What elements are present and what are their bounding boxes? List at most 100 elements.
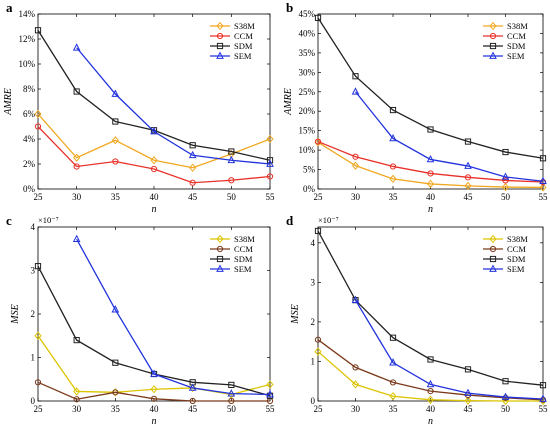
data-point-sem: [111, 305, 120, 313]
x-tick-label: 50: [227, 192, 237, 202]
data-point-ccm: [228, 397, 235, 405]
data-point-sdm: [189, 142, 196, 149]
data-point-sdm: [427, 126, 434, 133]
data-point-sem: [111, 89, 120, 97]
x-tick-label: 55: [539, 404, 549, 414]
data-point-ccm: [112, 158, 119, 165]
y-tick-label: 2: [31, 309, 36, 319]
data-point-sdm: [502, 378, 509, 385]
y-axis-label: AMRE: [3, 88, 14, 116]
y-tick-label: 4: [311, 238, 316, 248]
panel-label: b: [286, 0, 293, 15]
y-tick-label: 8%: [23, 84, 36, 94]
series-ccm: [34, 379, 274, 405]
data-point-ccm: [73, 163, 80, 170]
x-tick-label: 45: [188, 404, 198, 414]
data-point-ccm: [73, 396, 80, 403]
series-sdm: [34, 27, 274, 164]
series-line-sem: [354, 91, 544, 182]
data-point-s38m: [266, 134, 274, 144]
data-point-ccm: [112, 389, 119, 396]
series-line-sem: [354, 299, 544, 400]
x-tick-label: 25: [314, 404, 324, 414]
data-point-s38m: [150, 385, 158, 394]
legend-entry: CCM: [507, 244, 526, 254]
data-point-sem: [266, 389, 274, 398]
data-point-sdm: [389, 106, 397, 114]
data-point-ccm: [150, 165, 158, 173]
x-tick-label: 35: [389, 404, 399, 414]
data-point-sdm: [464, 366, 472, 373]
y-tick-label: 4: [31, 222, 36, 232]
x-axis-label: n: [428, 416, 433, 427]
y-tick-label: 25%: [299, 87, 316, 97]
y-tick-label: 0: [311, 396, 316, 406]
y-tick-label: 14%: [19, 9, 36, 19]
x-tick-label: 35: [111, 192, 121, 202]
x-tick-label: 45: [464, 404, 474, 414]
data-point-sdm: [266, 157, 274, 164]
legend-entry: S38M: [507, 21, 528, 31]
data-point-sem: [501, 392, 510, 400]
data-point-s38m: [314, 347, 322, 356]
data-point-sdm: [352, 73, 359, 80]
data-point-ccm: [389, 379, 397, 386]
data-point-sdm: [228, 381, 235, 389]
legend-marker: [489, 32, 497, 40]
series-ccm: [314, 336, 547, 403]
data-point-sem: [72, 43, 81, 51]
data-point-s38m: [464, 396, 472, 405]
legend-marker: [216, 51, 224, 59]
legend-entry: SDM: [507, 254, 526, 264]
data-point-sdm: [464, 138, 472, 145]
series-s38m: [34, 331, 274, 399]
data-point-ccm: [427, 170, 434, 177]
data-point-s38m: [426, 179, 435, 189]
x-tick-label: 55: [266, 404, 276, 414]
x-tick-label: 30: [72, 192, 82, 202]
data-point-sdm: [314, 14, 322, 21]
x-axis-label: n: [428, 204, 433, 215]
y-tick-label: 12%: [19, 34, 36, 44]
legend-marker: [216, 32, 224, 40]
y-axis-label: MSE: [290, 304, 301, 324]
legend-entry: SDM: [234, 41, 253, 51]
series-line-s38m: [37, 335, 271, 396]
x-tick-label: 40: [426, 404, 436, 414]
panel-b: b 25 30 35 40 45 50 55 0% 5% 10% 15% 20% 25% 30% 35% 40%…: [283, 0, 548, 215]
panel-d: d 25 30 35 40 45 50 55 0 1 2 3 4 ×10⁻⁷ n MSE S38MCCMSDMS…: [286, 213, 548, 427]
series-line-sem: [76, 238, 271, 396]
data-point-s38m: [501, 182, 510, 192]
data-point-ccm: [314, 138, 322, 145]
data-point-sem: [464, 161, 472, 169]
data-point-s38m: [34, 331, 42, 340]
data-point-ccm: [352, 153, 359, 160]
legend-entry: S38M: [234, 234, 255, 244]
x-tick-label: 25: [314, 192, 324, 202]
x-tick-label: 40: [426, 192, 436, 202]
y-tick-label: 3: [31, 266, 36, 276]
x-tick-label: 55: [539, 192, 549, 202]
data-point-s38m: [73, 387, 81, 396]
data-point-s38m: [111, 136, 119, 145]
y-tick-label: 2: [311, 317, 316, 327]
data-point-sdm: [502, 148, 509, 156]
y-tick-label: 0%: [303, 184, 316, 194]
y-tick-label: 3: [311, 277, 316, 287]
legend-marker: [216, 255, 224, 263]
data-point-s38m: [389, 174, 397, 184]
y-tick-label: 30%: [299, 67, 316, 77]
series-s38m: [34, 109, 274, 172]
y-axis-label: AMRE: [283, 88, 294, 116]
panel-label: c: [6, 213, 12, 228]
data-point-ccm: [150, 395, 158, 402]
data-point-sem: [426, 154, 435, 163]
panel-label: a: [6, 0, 13, 15]
legend-marker: [216, 264, 224, 272]
data-point-sdm: [427, 356, 434, 363]
data-point-sem: [227, 155, 236, 164]
series-line-sdm: [317, 17, 544, 159]
y-axis-label: MSE: [10, 304, 21, 324]
